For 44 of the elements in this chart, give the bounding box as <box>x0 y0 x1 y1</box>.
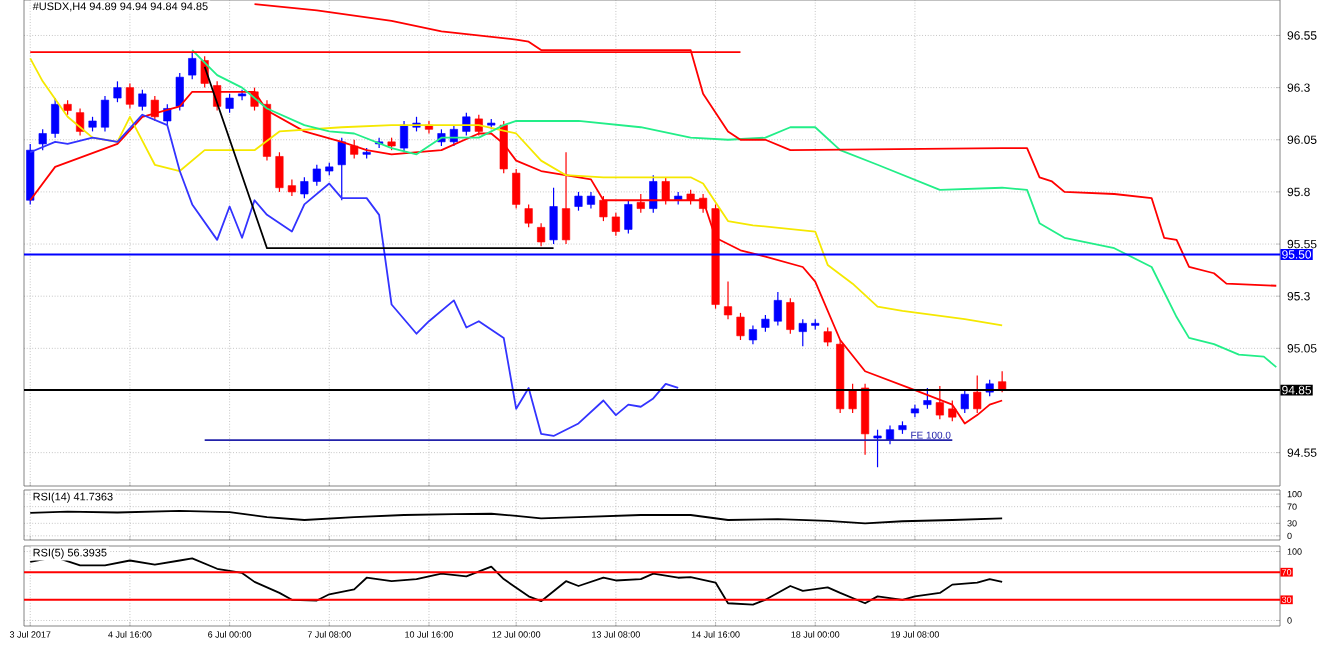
candlestick <box>38 128 47 151</box>
candlestick <box>873 429 882 468</box>
candlestick <box>138 89 147 112</box>
candlestick <box>561 151 571 245</box>
candlestick <box>524 203 533 228</box>
candlestick <box>960 389 969 414</box>
candlestick <box>723 280 733 320</box>
candlestick <box>885 424 895 445</box>
line-series <box>191 49 1278 369</box>
line-series <box>29 57 1004 327</box>
candlestick <box>624 199 633 235</box>
candlestick <box>549 187 558 245</box>
candlestick <box>636 193 645 214</box>
line-series <box>29 509 1004 525</box>
candlestick <box>748 324 757 345</box>
candlestick <box>512 168 521 210</box>
candlestick <box>125 82 134 110</box>
line-series <box>29 113 680 437</box>
candlestick <box>998 370 1007 393</box>
candlestick <box>499 120 508 174</box>
candlestick <box>275 151 284 193</box>
candlestick <box>537 222 546 247</box>
candlestick <box>661 176 670 206</box>
candlestick <box>861 383 870 456</box>
candlestick <box>400 120 409 153</box>
candlestick <box>287 178 296 197</box>
candlestick <box>175 72 184 112</box>
candlestick <box>337 137 346 201</box>
candlestick <box>150 95 159 122</box>
candlestick <box>188 51 197 80</box>
candlestick <box>973 374 982 414</box>
candlestick <box>350 139 359 160</box>
candlestick <box>100 95 110 133</box>
candlestick <box>935 385 944 420</box>
candlestick <box>225 93 234 114</box>
candlestick <box>113 80 122 103</box>
candlestick <box>923 387 932 410</box>
candlestick <box>649 174 658 214</box>
candlestick <box>51 97 60 139</box>
candlestick <box>823 326 832 347</box>
candlestick <box>786 297 795 335</box>
candlestick <box>574 191 583 212</box>
candlestick <box>736 312 745 341</box>
candlestick <box>798 318 807 347</box>
